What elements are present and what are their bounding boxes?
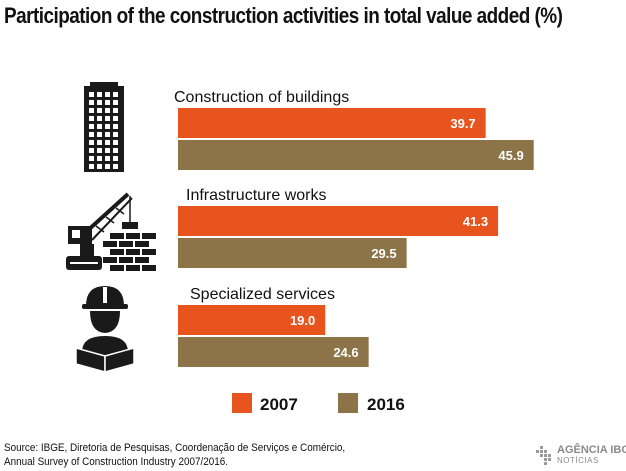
legend-label-2007: 2007 xyxy=(260,395,298,414)
bar-value-label: 39.7 xyxy=(450,116,475,131)
bar-value-label: 24.6 xyxy=(333,345,358,360)
logo-subtext: NOTÍCIAS xyxy=(557,456,599,465)
agencia-ibge-logo: AGÊNCIA IBGE NOTÍCIAS xyxy=(536,444,626,468)
bar-2007 xyxy=(178,305,326,335)
legend-swatch-2016 xyxy=(338,393,358,413)
legend-swatch-2007 xyxy=(232,393,252,413)
bar-value-label: 19.0 xyxy=(290,313,315,328)
crane-brick-wall-icon xyxy=(66,192,156,271)
source-note: Source: IBGE, Diretoria de Pesquisas, Co… xyxy=(4,441,345,469)
building-icon xyxy=(84,82,124,172)
bar-2016 xyxy=(178,140,534,170)
legend: 2007 2016 xyxy=(232,393,405,414)
bar-2007 xyxy=(178,108,486,138)
bar-2007 xyxy=(178,206,499,236)
bar-value-label: 29.5 xyxy=(371,246,396,261)
bar-2016 xyxy=(178,337,369,367)
category-label: Construction of buildings xyxy=(174,89,349,106)
source-line-1: Source: IBGE, Diretoria de Pesquisas, Co… xyxy=(4,442,346,454)
legend-label-2016: 2016 xyxy=(367,395,405,414)
construction-worker-icon xyxy=(75,286,135,373)
logo-text: AGÊNCIA IBGE xyxy=(557,444,626,456)
source-line-2: Annual Survey of Construction Industry 2… xyxy=(4,456,228,468)
category-label: Infrastructure works xyxy=(186,187,326,204)
ibge-logo-icon xyxy=(536,446,551,465)
chart-title: Participation of the construction activi… xyxy=(4,3,563,28)
bar-2016 xyxy=(178,238,407,268)
bar-value-label: 41.3 xyxy=(463,214,488,229)
bar-value-label: 45.9 xyxy=(498,148,523,163)
category-label: Specialized services xyxy=(190,286,335,303)
